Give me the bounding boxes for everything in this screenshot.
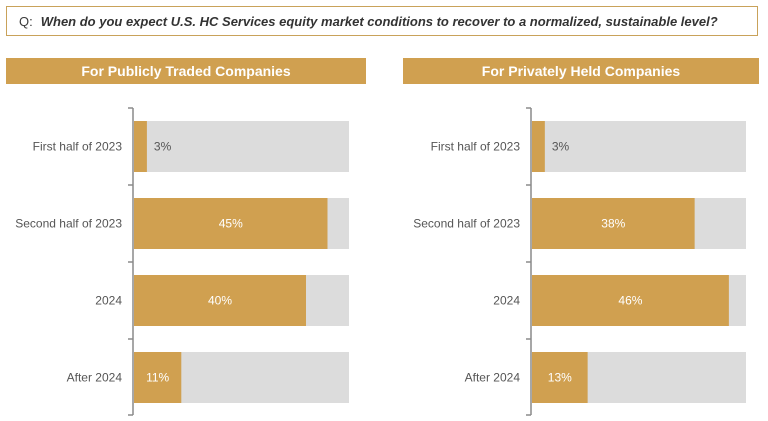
value-label-private-0: 3% bbox=[552, 140, 570, 154]
category-label-public-0: First half of 2023 bbox=[33, 140, 123, 154]
category-label-private-1: Second half of 2023 bbox=[413, 217, 520, 231]
value-label-private-3: 13% bbox=[548, 371, 572, 385]
category-label-private-2: 2024 bbox=[493, 294, 520, 308]
value-label-public-2: 40% bbox=[208, 294, 232, 308]
category-label-private-0: First half of 2023 bbox=[431, 140, 521, 154]
bar-private-3 bbox=[532, 352, 588, 403]
value-label-private-1: 38% bbox=[601, 217, 625, 231]
question-text: When do you expect U.S. HC Services equi… bbox=[40, 13, 718, 29]
category-label-public-3: After 2024 bbox=[67, 371, 123, 385]
bar-public-3 bbox=[134, 352, 182, 403]
bar-track-public-0 bbox=[134, 121, 349, 172]
bar-public-2 bbox=[134, 275, 306, 326]
category-label-public-2: 2024 bbox=[95, 294, 122, 308]
question-box: Q: When do you expect U.S. HC Services e… bbox=[6, 6, 758, 36]
question-prefix: Q: bbox=[19, 13, 33, 29]
bar-private-1 bbox=[532, 198, 695, 249]
panel-title-public: For Publicly Traded Companies bbox=[6, 58, 366, 84]
bar-track-private-0 bbox=[532, 121, 746, 172]
value-label-public-3: 11% bbox=[146, 371, 169, 385]
value-label-public-1: 45% bbox=[219, 217, 243, 231]
panel-title-private: For Privately Held Companies bbox=[403, 58, 759, 84]
value-label-public-0: 3% bbox=[154, 140, 172, 154]
value-label-private-2: 46% bbox=[618, 294, 642, 308]
bar-public-0 bbox=[134, 121, 147, 172]
bar-private-2 bbox=[532, 275, 729, 326]
bar-private-0 bbox=[532, 121, 545, 172]
category-label-private-3: After 2024 bbox=[465, 371, 521, 385]
bar-public-1 bbox=[134, 198, 328, 249]
category-label-public-1: Second half of 2023 bbox=[15, 217, 122, 231]
